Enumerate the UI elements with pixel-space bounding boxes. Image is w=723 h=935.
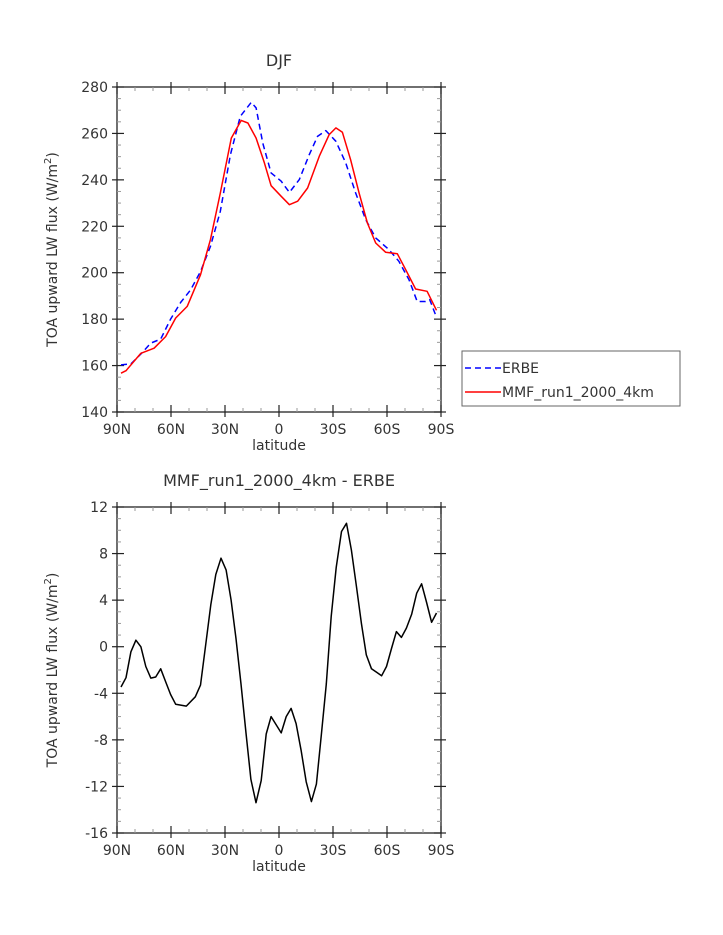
x-tick-label: 30S: [320, 422, 347, 438]
y-tick-label: 0: [99, 640, 108, 656]
legend-box: [461, 350, 681, 407]
chart-title: DJF: [266, 51, 292, 70]
y-tick-label: -12: [85, 779, 108, 795]
legend-label: ERBE: [502, 361, 539, 377]
plot-frame: [116, 86, 442, 413]
y-tick-label: 220: [81, 219, 108, 235]
x-tick-label: 30S: [320, 843, 347, 859]
x-tick-label: 90N: [103, 422, 131, 438]
y-tick-label: -16: [85, 826, 108, 842]
x-tick-label: 0: [275, 843, 284, 859]
panel-1: [112, 82, 681, 417]
y-tick-label: 240: [81, 173, 108, 189]
y-tick-label: 8: [99, 547, 108, 563]
plot-frame: [116, 506, 442, 834]
x-tick-label: 90S: [428, 422, 455, 438]
series-line-mmf-run1-2000-4km: [120, 119, 438, 374]
y-tick-label: -8: [94, 733, 108, 749]
y-tick-label: 4: [99, 593, 108, 609]
x-axis-label: latitude: [252, 438, 306, 454]
x-tick-label: 90N: [103, 843, 131, 859]
y-tick-label: 280: [81, 80, 108, 96]
y-tick-label: 160: [81, 359, 108, 375]
x-tick-label: 60N: [157, 422, 185, 438]
y-tick-label: 200: [81, 266, 108, 282]
y-tick-label: 180: [81, 312, 108, 328]
series-line-erbe: [120, 101, 438, 366]
x-tick-label: 60S: [374, 843, 401, 859]
legend: [461, 350, 681, 407]
y-tick-label: -4: [94, 686, 108, 702]
x-tick-label: 60N: [157, 843, 185, 859]
x-axis-label: latitude: [252, 859, 306, 875]
panel-2: [112, 502, 446, 838]
y-axis-label: TOA upward LW flux (W/m2): [43, 152, 61, 348]
x-tick-label: 0: [275, 422, 284, 438]
x-tick-label: 60S: [374, 422, 401, 438]
y-tick-label: 140: [81, 405, 108, 421]
series-line-difference: [120, 522, 438, 804]
y-tick-label: 260: [81, 126, 108, 142]
legend-label: MMF_run1_2000_4km: [502, 385, 654, 401]
x-tick-label: 90S: [428, 843, 455, 859]
y-tick-label: 12: [90, 500, 108, 516]
chart-title: MMF_run1_2000_4km - ERBE: [163, 471, 395, 491]
x-tick-label: 30N: [211, 843, 239, 859]
x-tick-label: 30N: [211, 422, 239, 438]
y-axis-label: TOA upward LW flux (W/m2): [43, 573, 61, 769]
